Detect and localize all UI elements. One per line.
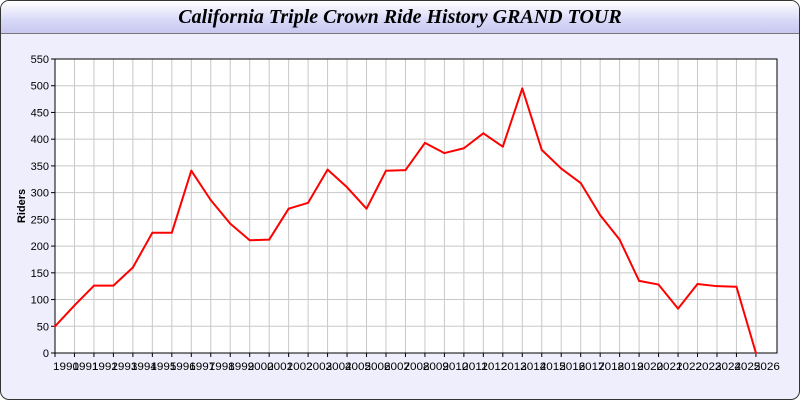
- data-point: [696, 283, 699, 286]
- data-point: [638, 279, 641, 282]
- x-tick-label: 2003: [306, 361, 332, 373]
- x-tick-label: 2007: [384, 361, 410, 373]
- data-point: [307, 201, 310, 204]
- y-tick-label: 300: [31, 188, 49, 200]
- x-tick-label: 2001: [267, 361, 293, 373]
- chart-title: California Triple Crown Ride History GRA…: [178, 6, 622, 28]
- x-tick-label: 2017: [579, 361, 605, 373]
- data-point: [715, 285, 718, 288]
- y-tick-label: 350: [31, 161, 49, 173]
- x-tick-label: 2009: [423, 361, 449, 373]
- data-point: [248, 239, 251, 242]
- data-point: [346, 186, 349, 189]
- y-tick-label: 0: [43, 348, 49, 360]
- x-tick-label: 2014: [520, 361, 546, 373]
- data-point: [229, 222, 232, 225]
- data-point: [287, 207, 290, 210]
- data-point: [131, 266, 134, 269]
- y-tick-label: 400: [31, 134, 49, 146]
- y-tick-label: 550: [31, 54, 49, 66]
- y-tick-label: 450: [31, 107, 49, 119]
- plot-area: [55, 59, 777, 353]
- data-point: [268, 238, 271, 241]
- x-tick-label: 2018: [598, 361, 624, 373]
- y-axis-label: Riders: [16, 189, 28, 223]
- x-tick-label: 2025: [734, 361, 760, 373]
- title-bar: California Triple Crown Ride History GRA…: [1, 1, 799, 34]
- y-tick-label: 50: [37, 321, 49, 333]
- x-tick-label: 2024: [715, 361, 741, 373]
- x-tick-label: 2013: [501, 361, 527, 373]
- data-point: [423, 141, 426, 144]
- x-tick-label: 1993: [111, 361, 137, 373]
- x-tick-label: 1997: [189, 361, 215, 373]
- x-tick-label: 2020: [637, 361, 663, 373]
- data-point: [560, 167, 563, 170]
- data-point: [190, 169, 193, 172]
- x-tick-label: 1991: [72, 361, 98, 373]
- data-point: [618, 238, 621, 241]
- x-tick-label: 2022: [676, 361, 702, 373]
- y-tick-label: 100: [31, 295, 49, 307]
- x-tick-label: 1994: [131, 361, 157, 373]
- x-tick-label: 1996: [170, 361, 196, 373]
- data-point: [92, 284, 95, 287]
- data-point: [540, 148, 543, 151]
- data-point: [657, 283, 660, 286]
- data-point: [170, 231, 173, 234]
- plot-border: [54, 58, 778, 354]
- x-tick-label: 1995: [150, 361, 176, 373]
- x-tick-label: 2019: [618, 361, 644, 373]
- y-tick-label: 500: [31, 81, 49, 93]
- data-point: [384, 169, 387, 172]
- y-tick-label: 150: [31, 268, 49, 280]
- data-point: [404, 169, 407, 172]
- data-point: [735, 285, 738, 288]
- x-tick-label: 2005: [345, 361, 371, 373]
- x-tick-label: 2021: [657, 361, 683, 373]
- x-tick-label: 2015: [540, 361, 566, 373]
- x-tick-label: 1992: [92, 361, 118, 373]
- data-point: [521, 87, 524, 90]
- y-tick-label: 250: [31, 214, 49, 226]
- x-tick-label: 2023: [696, 361, 722, 373]
- x-tick-label: 2012: [481, 361, 507, 373]
- data-point: [73, 304, 76, 307]
- data-point: [677, 307, 680, 310]
- x-tick-label: 2016: [559, 361, 585, 373]
- data-point: [501, 145, 504, 148]
- data-point: [112, 284, 115, 287]
- x-tick-label: 1999: [228, 361, 254, 373]
- data-point: [209, 199, 212, 202]
- x-tick-label: 2010: [442, 361, 468, 373]
- data-point: [54, 325, 56, 328]
- data-point: [579, 182, 582, 185]
- data-point: [599, 214, 602, 217]
- y-tick-label: 200: [31, 241, 49, 253]
- data-point: [462, 147, 465, 150]
- data-point: [151, 231, 154, 234]
- data-point: [326, 168, 329, 171]
- x-tick-label: 2004: [326, 361, 352, 373]
- x-tick-label: 2026: [754, 361, 780, 373]
- x-tick-label: 1998: [209, 361, 235, 373]
- x-tick-label: 1990: [53, 361, 79, 373]
- x-tick-label: 2006: [365, 361, 391, 373]
- x-tick-label: 2002: [287, 361, 313, 373]
- data-point: [443, 152, 446, 155]
- data-point: [365, 207, 368, 210]
- x-tick-label: 2000: [248, 361, 274, 373]
- data-point: [482, 132, 485, 135]
- data-point: [754, 352, 757, 354]
- x-tick-label: 2008: [403, 361, 429, 373]
- x-tick-label: 2011: [462, 361, 488, 373]
